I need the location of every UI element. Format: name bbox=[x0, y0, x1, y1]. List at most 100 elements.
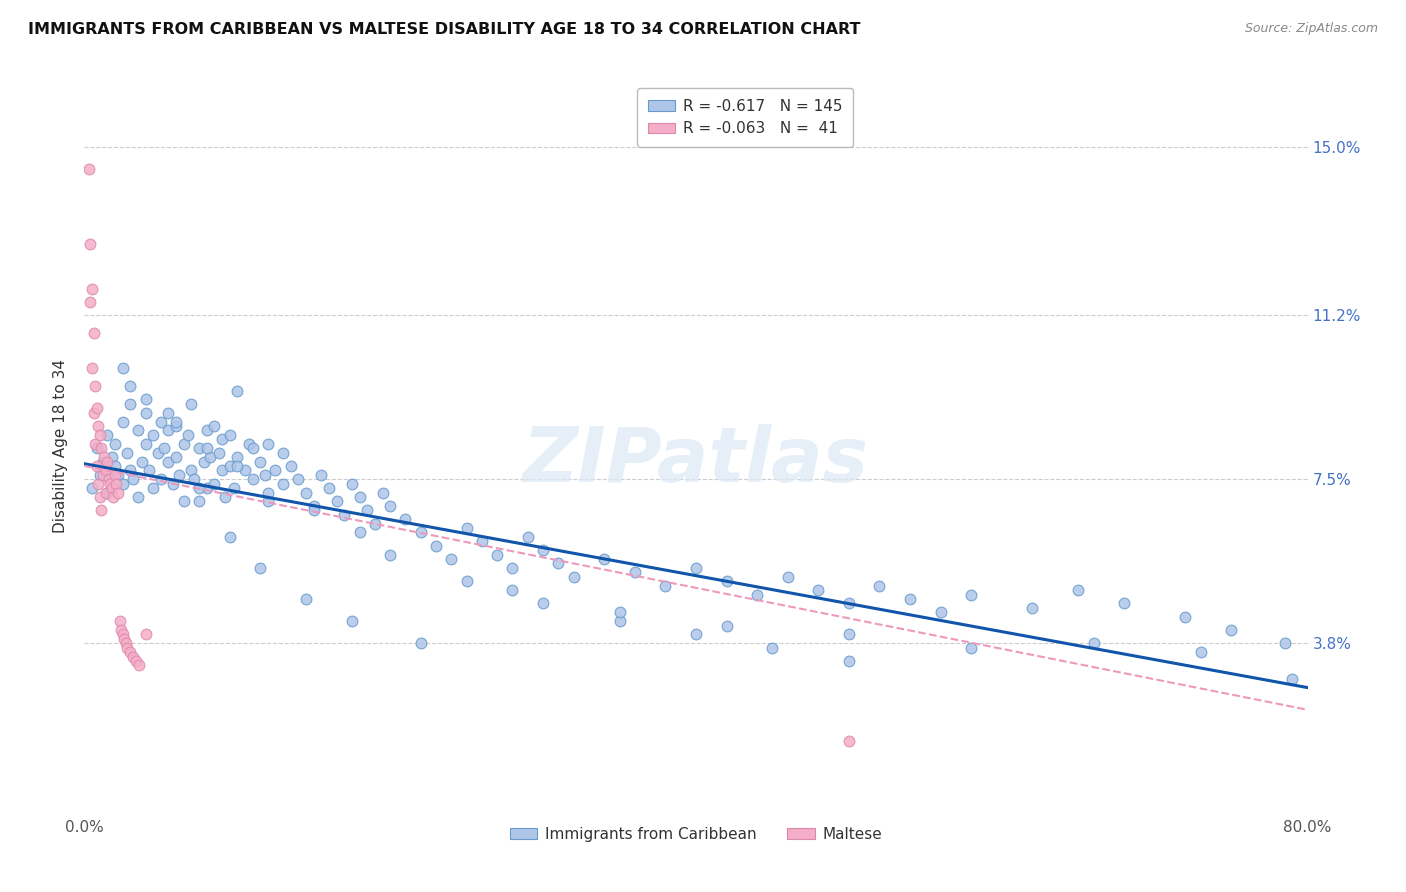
Point bbox=[531, 596, 554, 610]
Point bbox=[165, 419, 187, 434]
Point bbox=[295, 591, 318, 606]
Point bbox=[83, 326, 105, 340]
Point bbox=[325, 494, 347, 508]
Point bbox=[257, 494, 280, 508]
Point bbox=[79, 294, 101, 309]
Point bbox=[1274, 636, 1296, 650]
Point bbox=[547, 557, 569, 571]
Point bbox=[287, 472, 309, 486]
Point bbox=[188, 441, 211, 455]
Point bbox=[149, 472, 172, 486]
Point bbox=[456, 521, 478, 535]
Point bbox=[183, 472, 205, 486]
Point bbox=[211, 433, 233, 447]
Point bbox=[242, 472, 264, 486]
Point bbox=[1174, 609, 1197, 624]
Point bbox=[456, 574, 478, 589]
Point bbox=[89, 490, 111, 504]
Point bbox=[1281, 672, 1303, 686]
Point bbox=[242, 441, 264, 455]
Point bbox=[898, 591, 921, 606]
Point bbox=[394, 512, 416, 526]
Point bbox=[654, 579, 676, 593]
Point bbox=[142, 428, 165, 442]
Point bbox=[960, 587, 983, 601]
Point bbox=[208, 445, 231, 459]
Point bbox=[111, 361, 134, 376]
Point bbox=[86, 401, 108, 416]
Point bbox=[333, 508, 356, 522]
Point bbox=[96, 428, 118, 442]
Point bbox=[195, 481, 218, 495]
Point bbox=[218, 530, 240, 544]
Point bbox=[371, 485, 394, 500]
Point bbox=[80, 282, 103, 296]
Point bbox=[838, 733, 860, 747]
Point bbox=[101, 450, 124, 464]
Legend: Immigrants from Caribbean, Maltese: Immigrants from Caribbean, Maltese bbox=[503, 821, 889, 848]
Point bbox=[108, 614, 131, 628]
Point bbox=[249, 561, 271, 575]
Point bbox=[96, 485, 118, 500]
Point bbox=[218, 428, 240, 442]
Point bbox=[107, 485, 129, 500]
Text: ZIPatlas: ZIPatlas bbox=[523, 424, 869, 498]
Point bbox=[1067, 583, 1090, 598]
Point bbox=[188, 494, 211, 508]
Point bbox=[838, 654, 860, 668]
Point bbox=[929, 605, 952, 619]
Point bbox=[302, 503, 325, 517]
Point bbox=[115, 445, 138, 459]
Point bbox=[609, 614, 631, 628]
Point bbox=[747, 587, 769, 601]
Point bbox=[90, 503, 112, 517]
Point bbox=[162, 476, 184, 491]
Point bbox=[127, 490, 149, 504]
Point bbox=[380, 499, 402, 513]
Point bbox=[122, 649, 145, 664]
Point bbox=[409, 525, 432, 540]
Point bbox=[111, 415, 134, 429]
Point bbox=[110, 623, 132, 637]
Point bbox=[198, 450, 221, 464]
Point bbox=[471, 534, 494, 549]
Point bbox=[364, 516, 387, 531]
Point bbox=[1189, 645, 1212, 659]
Point bbox=[224, 481, 246, 495]
Point bbox=[114, 636, 136, 650]
Point bbox=[120, 397, 142, 411]
Point bbox=[157, 454, 180, 468]
Point bbox=[122, 472, 145, 486]
Point bbox=[960, 640, 983, 655]
Point bbox=[180, 397, 202, 411]
Point bbox=[84, 437, 107, 451]
Point bbox=[128, 658, 150, 673]
Point bbox=[409, 636, 432, 650]
Point bbox=[257, 437, 280, 451]
Point bbox=[249, 454, 271, 468]
Point bbox=[101, 481, 124, 495]
Point bbox=[120, 379, 142, 393]
Point bbox=[94, 485, 117, 500]
Point bbox=[349, 490, 371, 504]
Point bbox=[120, 463, 142, 477]
Point bbox=[135, 627, 157, 641]
Point bbox=[87, 476, 110, 491]
Point bbox=[318, 481, 340, 495]
Point bbox=[356, 503, 378, 517]
Point bbox=[340, 614, 363, 628]
Point bbox=[125, 654, 148, 668]
Point bbox=[531, 543, 554, 558]
Point bbox=[96, 454, 118, 468]
Point bbox=[425, 539, 447, 553]
Point bbox=[94, 463, 117, 477]
Point bbox=[609, 605, 631, 619]
Point bbox=[112, 632, 135, 646]
Point bbox=[211, 463, 233, 477]
Point bbox=[218, 458, 240, 473]
Point bbox=[807, 583, 830, 598]
Point bbox=[89, 467, 111, 482]
Point bbox=[226, 384, 249, 398]
Point bbox=[97, 472, 120, 486]
Point bbox=[716, 574, 738, 589]
